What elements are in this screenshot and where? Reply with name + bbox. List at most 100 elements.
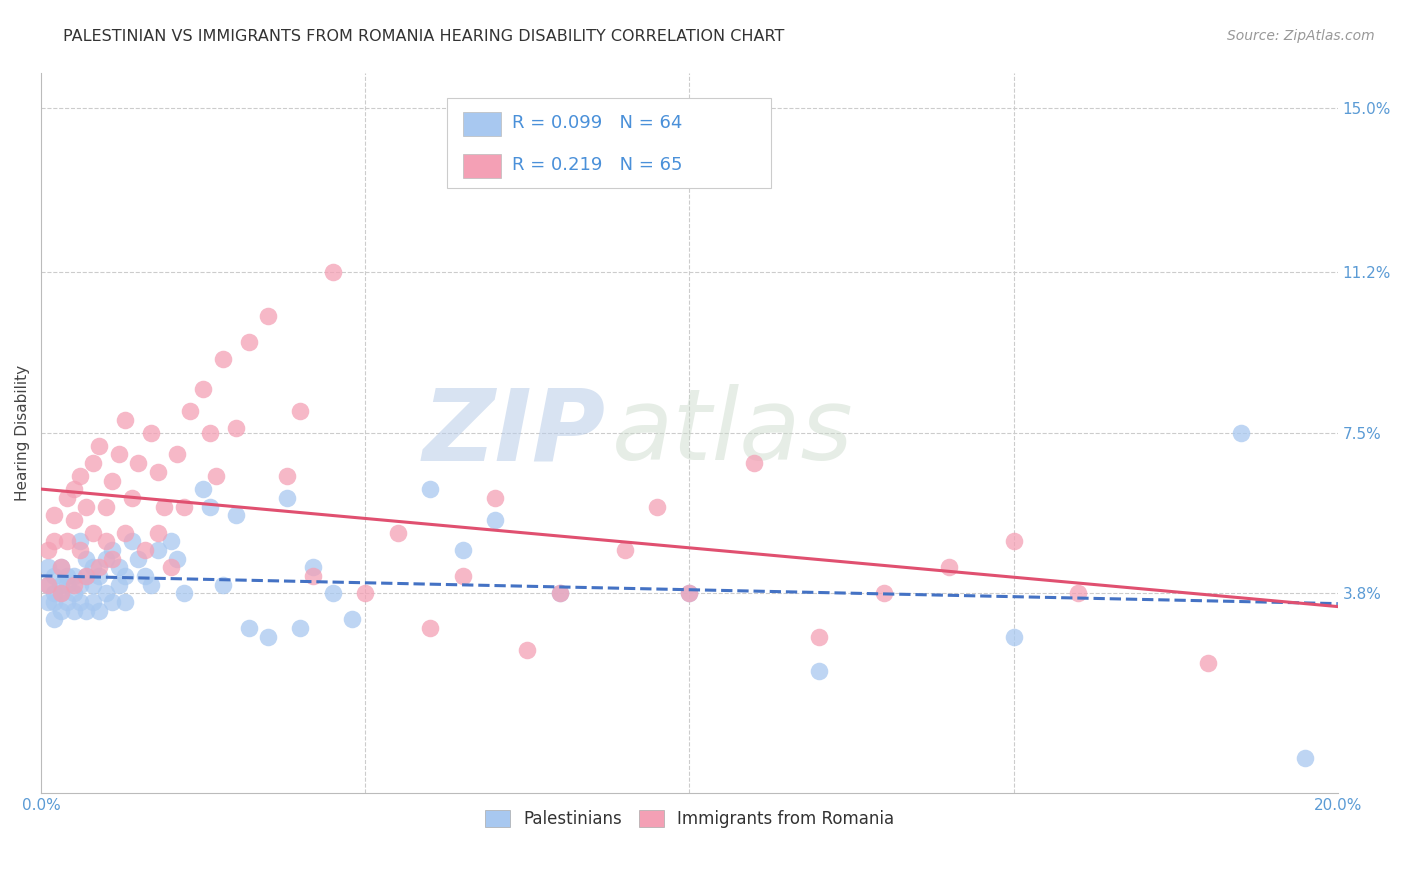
Point bbox=[49, 603, 72, 617]
Point bbox=[42, 569, 65, 583]
Point bbox=[166, 448, 188, 462]
Point bbox=[193, 482, 215, 496]
Point bbox=[302, 569, 325, 583]
Point bbox=[808, 665, 831, 679]
Point bbox=[108, 560, 131, 574]
Point bbox=[94, 551, 117, 566]
Point bbox=[62, 482, 84, 496]
Point bbox=[938, 560, 960, 574]
Point bbox=[49, 560, 72, 574]
Point bbox=[37, 577, 59, 591]
Point bbox=[76, 603, 98, 617]
Point bbox=[76, 500, 98, 514]
Point bbox=[82, 577, 104, 591]
Point bbox=[141, 425, 163, 440]
Point bbox=[419, 621, 441, 635]
Point bbox=[238, 621, 260, 635]
Point bbox=[484, 512, 506, 526]
Point bbox=[225, 508, 247, 523]
Point bbox=[108, 448, 131, 462]
Point bbox=[101, 474, 124, 488]
Point bbox=[146, 465, 169, 479]
Point bbox=[42, 612, 65, 626]
Point bbox=[42, 534, 65, 549]
Point bbox=[69, 595, 91, 609]
Point bbox=[89, 439, 111, 453]
Point bbox=[484, 491, 506, 505]
Point bbox=[56, 577, 79, 591]
Point bbox=[69, 577, 91, 591]
Point bbox=[613, 542, 636, 557]
Point bbox=[873, 586, 896, 600]
Point bbox=[257, 630, 280, 644]
Y-axis label: Hearing Disability: Hearing Disability bbox=[15, 365, 30, 501]
Point bbox=[89, 560, 111, 574]
Point bbox=[290, 404, 312, 418]
Point bbox=[114, 525, 136, 540]
Point bbox=[808, 630, 831, 644]
Point bbox=[56, 491, 79, 505]
Point bbox=[159, 534, 181, 549]
Point bbox=[37, 595, 59, 609]
Point bbox=[114, 595, 136, 609]
Point bbox=[1197, 656, 1219, 670]
Point bbox=[742, 456, 765, 470]
Point bbox=[159, 560, 181, 574]
Point bbox=[451, 542, 474, 557]
Text: R = 0.099   N = 64: R = 0.099 N = 64 bbox=[512, 114, 682, 132]
Point bbox=[678, 586, 700, 600]
Text: R = 0.219   N = 65: R = 0.219 N = 65 bbox=[512, 156, 682, 174]
Point bbox=[1002, 630, 1025, 644]
Point bbox=[69, 469, 91, 483]
Point bbox=[645, 500, 668, 514]
Point bbox=[387, 525, 409, 540]
Point bbox=[141, 577, 163, 591]
Point bbox=[1229, 425, 1251, 440]
Point bbox=[451, 569, 474, 583]
Point bbox=[37, 542, 59, 557]
Point bbox=[69, 534, 91, 549]
Point bbox=[56, 595, 79, 609]
Point bbox=[1002, 534, 1025, 549]
Point bbox=[62, 603, 84, 617]
Point bbox=[205, 469, 228, 483]
Text: Source: ZipAtlas.com: Source: ZipAtlas.com bbox=[1227, 29, 1375, 44]
Point bbox=[56, 569, 79, 583]
Point bbox=[678, 586, 700, 600]
Point bbox=[238, 334, 260, 349]
Point bbox=[121, 534, 143, 549]
Point bbox=[134, 569, 156, 583]
Point bbox=[82, 456, 104, 470]
Point bbox=[76, 569, 98, 583]
Point bbox=[134, 542, 156, 557]
Text: ZIP: ZIP bbox=[422, 384, 605, 482]
Point bbox=[225, 421, 247, 435]
Point bbox=[166, 551, 188, 566]
Text: PALESTINIAN VS IMMIGRANTS FROM ROMANIA HEARING DISABILITY CORRELATION CHART: PALESTINIAN VS IMMIGRANTS FROM ROMANIA H… bbox=[63, 29, 785, 45]
Point bbox=[153, 500, 176, 514]
Point bbox=[548, 586, 571, 600]
Point bbox=[42, 508, 65, 523]
Point bbox=[49, 586, 72, 600]
Point bbox=[42, 586, 65, 600]
Point bbox=[49, 586, 72, 600]
Point bbox=[37, 560, 59, 574]
Point bbox=[42, 595, 65, 609]
Point bbox=[114, 413, 136, 427]
Point bbox=[257, 309, 280, 323]
Point bbox=[76, 569, 98, 583]
Point bbox=[419, 482, 441, 496]
Point bbox=[94, 534, 117, 549]
Point bbox=[1294, 751, 1316, 765]
Point bbox=[146, 542, 169, 557]
Point bbox=[108, 577, 131, 591]
Point bbox=[94, 586, 117, 600]
Legend: Palestinians, Immigrants from Romania: Palestinians, Immigrants from Romania bbox=[478, 803, 901, 835]
Point bbox=[342, 612, 364, 626]
Point bbox=[179, 404, 201, 418]
Point bbox=[127, 551, 149, 566]
Point bbox=[121, 491, 143, 505]
Point bbox=[276, 469, 298, 483]
Point bbox=[62, 577, 84, 591]
Point bbox=[89, 569, 111, 583]
